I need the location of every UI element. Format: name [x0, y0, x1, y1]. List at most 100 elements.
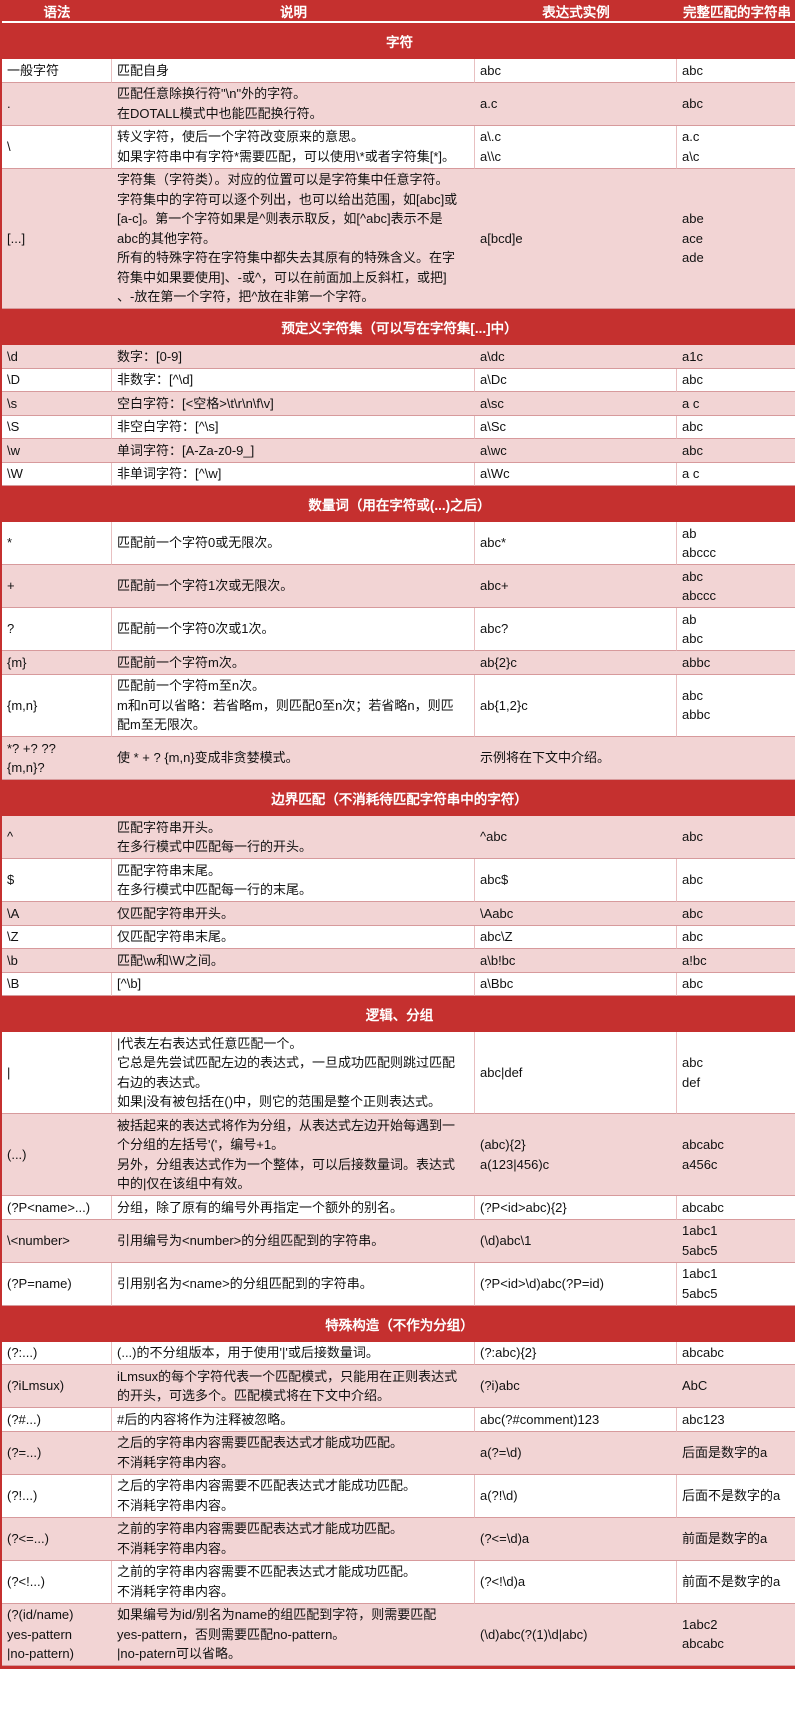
cell-line: 右边的表达式。: [117, 1074, 209, 1090]
syntax-cell: \w: [2, 439, 112, 463]
cell-line: (?P=name): [7, 1275, 72, 1291]
table-row: \s 空白字符：[<空格>\t\r\n\f\v] a\sc a c: [2, 392, 795, 416]
cell-line: 之后的字符串内容需要匹配表达式才能成功匹配。: [117, 1435, 404, 1450]
example-cell: abc\Z: [475, 925, 677, 949]
syntax-cell: ^: [2, 816, 112, 859]
table-row: \<number> 引用编号为<number>的分组匹配到的字符串。 (\d)abc…: [2, 1219, 795, 1263]
cell-line: abc$: [480, 872, 509, 888]
match-cell: abc abbc: [677, 674, 795, 737]
cell-line: 如果编号为id/别名为name的组匹配到字符，则需要匹配: [117, 1607, 437, 1622]
match-cell: 1abc1 5abc5: [677, 1262, 795, 1306]
cell-line: \B: [7, 976, 20, 991]
cell-line: a c: [682, 395, 700, 411]
cell-line: a c: [682, 466, 700, 481]
table-row: \S 非空白字符：[^\s] a\Sc abc: [2, 415, 795, 439]
description-cell: 转义字符，使后一个字符改变原来的意思。 如果字符串中有字符*需要匹配，可以使用\*…: [112, 125, 475, 169]
example-cell: 示例将在下文中介绍。: [475, 737, 677, 780]
example-cell: abc?: [475, 608, 677, 651]
cell-line: (?:abc){2}: [480, 1345, 537, 1360]
cell-line: a\Bbc: [480, 976, 514, 991]
example-cell: a.c: [475, 82, 677, 126]
cell-line: 匹配任意除换行符"\n"外的字符。: [117, 86, 307, 101]
example-cell: abc|def: [475, 1032, 677, 1114]
cell-line: 匹配前一个字符1次或无限次。: [117, 578, 294, 594]
example-cell: abc$: [475, 859, 677, 902]
cell-line: \: [7, 138, 11, 154]
example-cell: (?<!\d)a: [475, 1560, 677, 1604]
cell-line: {m,n}: [7, 697, 38, 713]
cell-line: (?P<name>...): [7, 1199, 91, 1215]
cell-line: a\.c: [480, 129, 501, 144]
syntax-cell: (?:...): [2, 1341, 112, 1365]
match-cell: abc abccc: [677, 565, 795, 608]
cell-line: |: [7, 1064, 11, 1080]
syntax-cell: \S: [2, 415, 112, 439]
description-cell: 匹配前一个字符m次。: [112, 651, 475, 675]
table-row: $ 匹配字符串末尾。 在多行模式中匹配每一行的末尾。 abc$ abc: [2, 859, 795, 902]
cell-line: iLmsux的每个字符代表一个匹配模式，只能用在正则表达式: [117, 1368, 458, 1384]
cell-line: a\Wc: [480, 466, 510, 481]
table-row: (?<=...) 之前的字符串内容需要匹配表达式才能成功匹配。 不消耗字符串内容。 (…: [2, 1517, 795, 1561]
description-cell: 分组，除了原有的编号外再指定一个额外的别名。: [112, 1196, 475, 1220]
match-cell: abcabc: [677, 1341, 795, 1365]
cell-line: (?(id/name): [7, 1607, 74, 1622]
description-cell: 字符集（字符类）。对应的位置可以是字符集中任意字符。 字符集中的字符可以逐个列出，…: [112, 168, 475, 309]
match-cell: a1c: [677, 345, 795, 369]
cell-line: abc?: [480, 621, 509, 637]
section-header-row: 字符: [2, 23, 795, 59]
example-cell: (?:abc){2}: [475, 1341, 677, 1365]
cell-line: a(?=\d): [480, 1444, 522, 1460]
cell-line: \s: [7, 395, 18, 411]
table-row: \B [^\b] a\Bbc abc: [2, 972, 795, 996]
example-cell: abc(?#comment)123: [475, 1408, 677, 1432]
description-cell: 匹配前一个字符1次或无限次。: [112, 565, 475, 608]
cell-line: abc*: [480, 535, 507, 551]
cell-line: 前面不是数字的a: [682, 1573, 781, 1589]
cell-line: m和n可以省略：若省略m，则匹配0至n次；若省略n，则匹: [117, 697, 454, 713]
section-header-row: 逻辑、分组: [2, 996, 795, 1032]
cell-line: 匹配前一个字符m至n次。: [117, 678, 266, 693]
match-cell: 后面不是数字的a: [677, 1474, 795, 1518]
section-header-row: 边界匹配（不消耗待匹配字符串中的字符）: [2, 780, 795, 816]
match-cell: abc: [677, 925, 795, 949]
cell-line: (?#...): [7, 1411, 41, 1427]
cell-line: (?iLmsux): [7, 1378, 65, 1394]
example-cell: ab{1,2}c: [475, 674, 677, 737]
cell-line: 的开头，可选多个。匹配模式将在下文中介绍。: [117, 1388, 391, 1403]
description-cell: 匹配前一个字符m至n次。 m和n可以省略：若省略m，则匹配0至n次；若省略n，则匹…: [112, 674, 475, 737]
table-row: + 匹配前一个字符1次或无限次。 abc+ abc abccc: [2, 565, 795, 608]
cell-line: 之后的字符串内容需要不匹配表达式才能成功匹配。: [117, 1478, 417, 1493]
description-cell: 匹配前一个字符0或无限次。: [112, 522, 475, 565]
table-row: . 匹配任意除换行符"\n"外的字符。 在DOTALL模式中也能匹配换行符。 a.c a…: [2, 82, 795, 126]
description-cell: 非数字：[^\d]: [112, 368, 475, 392]
cell-line: 它总是先尝试匹配左边的表达式，一旦成功匹配则跳过匹配: [117, 1055, 456, 1070]
cell-line: (?i)abc: [480, 1378, 520, 1394]
cell-line: (?:...): [7, 1345, 38, 1360]
example-cell: (\d)abc(?(1)\d|abc): [475, 1603, 677, 1666]
cell-line: (...)的不分组版本，用于使用'|'或后接数量词。: [117, 1345, 379, 1360]
cell-line: abc: [682, 419, 703, 434]
cell-line: a\wc: [480, 442, 507, 458]
match-cell: abc: [677, 972, 795, 996]
description-cell: 如果编号为id/别名为name的组匹配到字符，则需要匹配 yes-pattern，…: [112, 1603, 475, 1666]
cell-line: [a-c]。第一个字符如果是^则表示取反，如[^abc]表示不是: [117, 211, 443, 226]
cell-line: abc: [682, 62, 703, 78]
cell-line: 一般字符: [7, 62, 60, 78]
cell-line: abc: [682, 442, 703, 458]
cell-line: ab: [682, 611, 697, 627]
description-cell: 非空白字符：[^\s]: [112, 415, 475, 439]
cell-line: 示例将在下文中介绍。: [480, 750, 611, 766]
cell-line: |no-patern可以省略。: [117, 1646, 242, 1661]
cell-line: (?<!\d)a: [480, 1573, 526, 1589]
match-cell: AbC: [677, 1365, 795, 1408]
description-cell: 单词字符：[A-Za-z0-9_]: [112, 439, 475, 463]
cell-line: a(123|456)c: [480, 1156, 550, 1172]
description-cell: iLmsux的每个字符代表一个匹配模式，只能用在正则表达式 的开头，可选多个。匹配…: [112, 1365, 475, 1408]
section-header-row: 特殊构造（不作为分组）: [2, 1305, 795, 1342]
cell-line: abc: [682, 1055, 703, 1070]
example-cell: \Aabc: [475, 902, 677, 926]
syntax-cell: (...): [2, 1114, 112, 1196]
description-cell: |代表左右表达式任意匹配一个。 它总是先尝试匹配左边的表达式，一旦成功匹配则跳过匹…: [112, 1032, 475, 1114]
cell-line: (?P<id>abc){2}: [480, 1199, 567, 1215]
cell-line: 不消耗字符串内容。: [117, 1583, 235, 1599]
